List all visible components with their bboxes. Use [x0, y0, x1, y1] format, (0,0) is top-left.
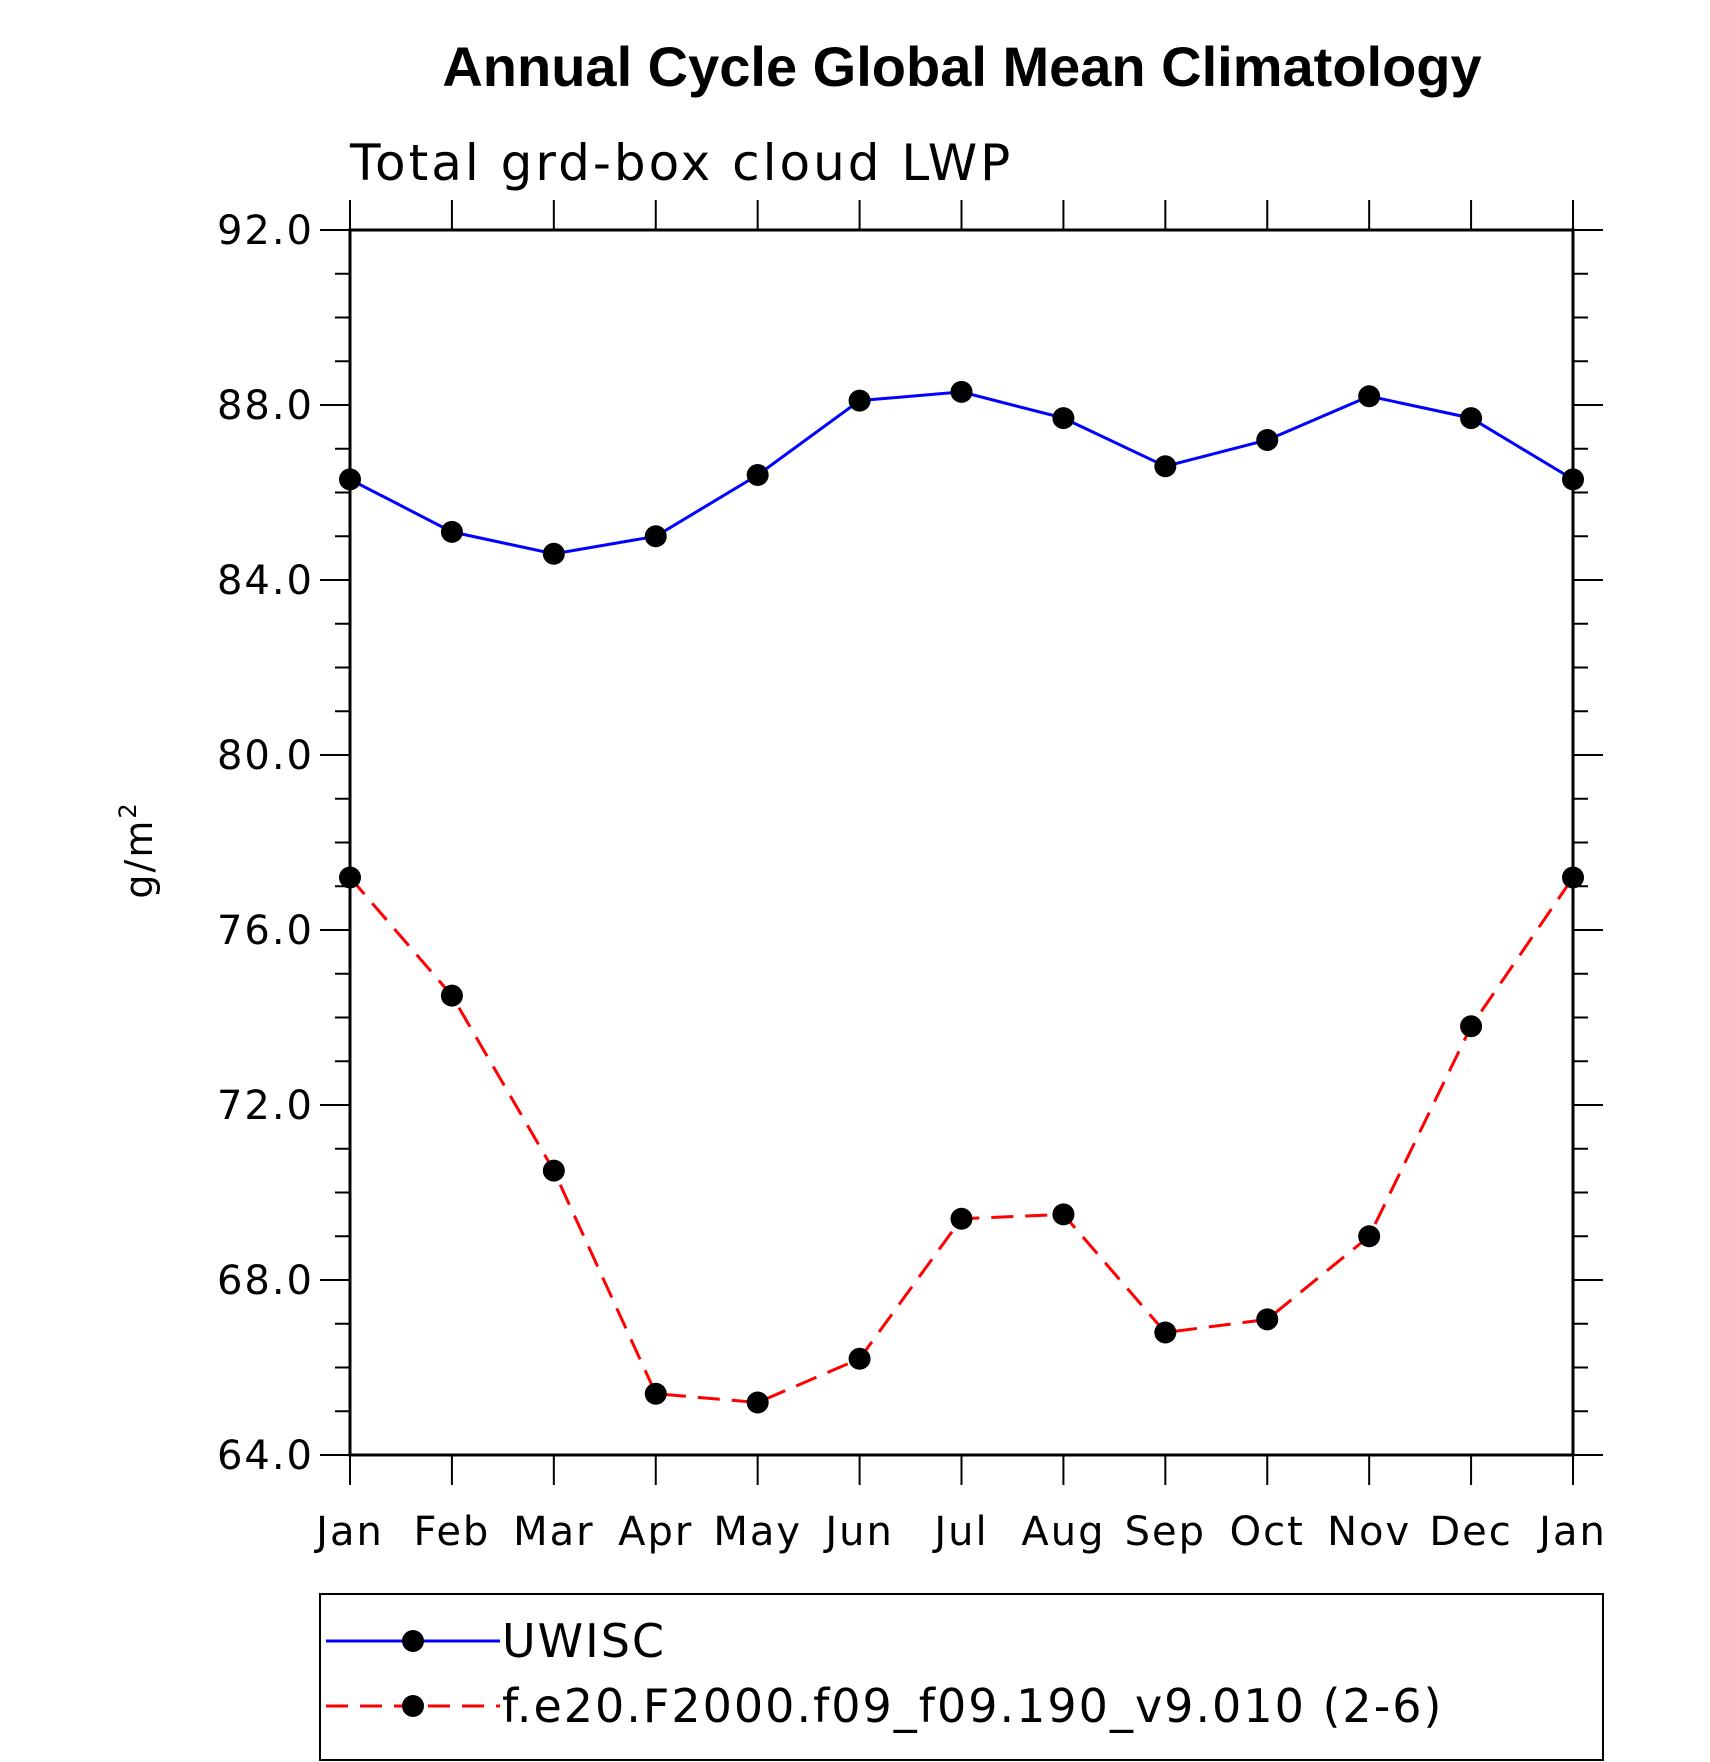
series-1-point	[1460, 1015, 1483, 1038]
x-tick-label: Aug	[1021, 1509, 1105, 1555]
x-tick-label: May	[713, 1509, 802, 1555]
series-line-1	[348, 876, 1575, 1405]
series-0-point	[440, 520, 463, 543]
series-1-point	[746, 1391, 769, 1414]
chart-title: Annual Cycle Global Mean Climatology	[442, 35, 1481, 98]
series-line-0	[349, 390, 1574, 556]
y-tick-label: 84.0	[217, 558, 314, 604]
series-1-point	[848, 1347, 871, 1370]
svg-text:g/m2: g/m2	[114, 801, 161, 898]
legend-label-uwisc: UWISC	[502, 1614, 666, 1668]
series-0-point	[644, 525, 667, 548]
x-tick-label: Mar	[513, 1509, 594, 1555]
series-1-point	[644, 1382, 667, 1405]
series-0-point	[542, 542, 565, 565]
y-tick-labels: 64.0 68.0 72.0 76.0 80.0 84.0 88.0 92.0	[217, 208, 314, 1479]
series-0-point	[1256, 429, 1279, 451]
series-0-point	[746, 464, 769, 486]
y-tick-label: 64.0	[217, 1433, 314, 1479]
y-tick-label: 88.0	[217, 383, 314, 429]
x-tick-label: Sep	[1125, 1509, 1206, 1555]
series-1-point	[950, 1207, 973, 1230]
x-tick-labels: Jan Feb Mar Apr May Jun Jul Aug Sep Oct Nov Dec Jan	[313, 1509, 1607, 1555]
y-axis-title: g/m2	[114, 801, 161, 898]
series-0-point	[1460, 407, 1483, 430]
series-0-point	[950, 380, 973, 403]
series-0-point	[1154, 455, 1177, 478]
legend-box	[319, 1593, 1604, 1761]
series-1-point	[1154, 1321, 1177, 1344]
x-tick-label: Jan	[313, 1509, 384, 1555]
series-0-point	[848, 389, 871, 412]
y-tick-label: 76.0	[217, 908, 314, 954]
y-tick-label: 72.0	[217, 1083, 314, 1129]
x-tick-label: Nov	[1327, 1509, 1411, 1555]
x-tick-label: Dec	[1429, 1509, 1512, 1555]
x-tick-label: Jun	[822, 1509, 894, 1555]
y-axis-label-superscript: 2	[114, 801, 142, 818]
y-tick-label: 68.0	[217, 1258, 314, 1304]
series-1-point	[1052, 1203, 1075, 1226]
legend-marker-uwisc	[402, 1630, 424, 1652]
x-tick-label: Feb	[414, 1509, 491, 1555]
series-1-point	[1358, 1225, 1381, 1248]
legend: UWISC f.e20.F2000.f09_f09.190_v9.010 (2-…	[319, 1593, 1604, 1761]
chart-subtitle: Total grd-box cloud LWP	[349, 134, 1013, 192]
axis-ticks	[320, 200, 1603, 1485]
y-tick-label: 80.0	[217, 733, 314, 779]
legend-marker-model	[402, 1695, 424, 1717]
series-0-point	[1358, 385, 1381, 408]
series-1-point	[1256, 1308, 1279, 1331]
series-layer	[339, 380, 1584, 1414]
series-1-point	[542, 1159, 565, 1182]
x-tick-label: Oct	[1230, 1509, 1305, 1555]
x-tick-label: Jan	[1536, 1509, 1607, 1555]
y-tick-label: 92.0	[217, 208, 314, 254]
x-tick-label: Jul	[931, 1509, 988, 1555]
plot-frame	[348, 228, 1575, 1457]
series-1-point	[440, 984, 463, 1007]
legend-label-model: f.e20.F2000.f09_f09.190_v9.010 (2-6)	[502, 1679, 1444, 1733]
x-tick-label: Apr	[618, 1509, 693, 1555]
series-0-point	[1052, 407, 1075, 430]
y-axis-label: g/m	[117, 819, 161, 899]
